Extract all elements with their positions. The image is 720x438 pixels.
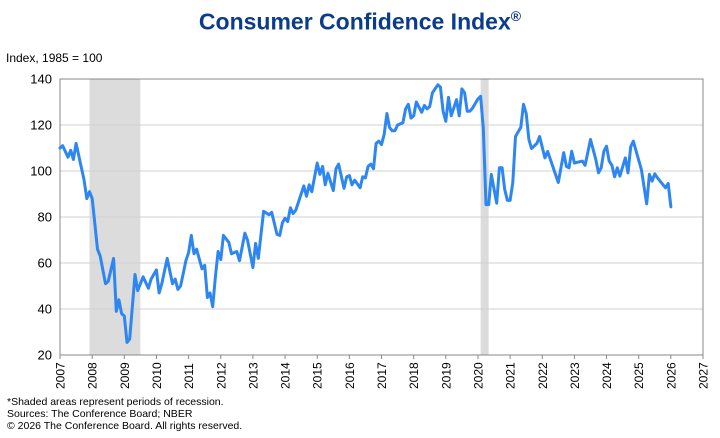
chart-title: Consumer Confidence Index® [198,8,522,35]
y-tick-label: 60 [38,256,52,271]
x-tick-label: 2024 [600,362,614,389]
x-tick-label: 2022 [536,362,550,389]
x-tick-label: 2026 [664,362,678,389]
x-tick-label: 2009 [118,362,132,389]
x-tick-label: 2027 [697,362,711,389]
x-tick-label: 2007 [54,362,68,389]
y-axis-label: Index, 1985 = 100 [6,51,103,65]
x-tick-label: 2016 [343,362,357,389]
y-tick-label: 100 [30,164,52,179]
x-tick-label: 2019 [439,362,453,389]
index-line [58,83,673,344]
x-tick-label: 2008 [86,362,100,389]
y-tick-label: 20 [38,348,52,363]
x-tick-label: 2025 [632,362,646,389]
recession-footnote: *Shaded areas represent periods of reces… [7,396,224,408]
x-tick-label: 2010 [150,362,164,389]
x-tick-label: 2015 [311,362,325,389]
y-tick-label: 80 [38,210,52,225]
y-tick-label: 140 [30,72,52,87]
x-tick-label: 2023 [568,362,582,389]
x-tick-label: 2020 [471,362,485,389]
y-tick-label: 40 [38,302,52,317]
x-tick-label: 2018 [407,362,421,389]
x-tick-label: 2021 [504,362,518,389]
x-tick-label: 2014 [279,362,293,389]
copyright-footnote: © 2026 The Conference Board. All rights … [7,420,243,432]
x-tick-label: 2011 [182,363,196,389]
x-tick-label: 2013 [246,362,260,389]
y-tick-label: 120 [30,118,52,133]
sources-footnote: Sources: The Conference Board; NBER [7,408,193,420]
x-tick-label: 2017 [375,362,389,389]
x-tick-label: 2012 [214,362,228,389]
